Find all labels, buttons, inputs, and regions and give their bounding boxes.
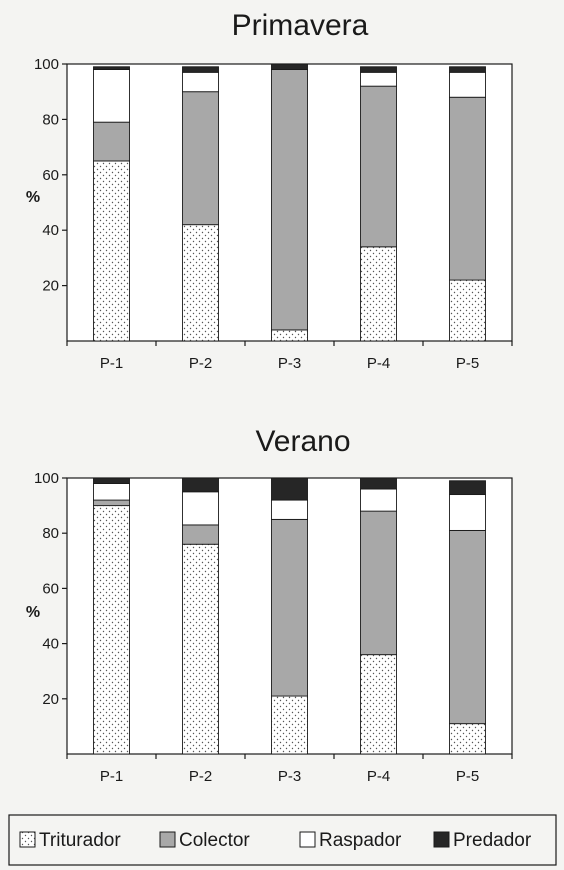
bar-segment-predador xyxy=(271,477,308,501)
plot-area: 20 40 60 80 100 P-1 P-2 P-3 P-4 P-5 xyxy=(34,56,513,372)
bar-segment-predador xyxy=(360,66,397,73)
legend-label-raspador: Raspador xyxy=(319,830,402,851)
y-axis-label: % xyxy=(26,604,40,621)
x-tick-label: P-1 xyxy=(100,355,123,372)
bar-segment-colector xyxy=(93,499,130,507)
legend-label-triturador: Triturador xyxy=(39,830,121,851)
bar-segment-predador xyxy=(360,477,397,490)
bar-segment-colector xyxy=(360,85,397,248)
y-tick-label: 100 xyxy=(34,470,59,487)
bar-segment-predador xyxy=(93,66,130,70)
bar-segment-raspador xyxy=(93,69,130,123)
legend-swatch-colector xyxy=(159,831,176,848)
bar-segment-raspador xyxy=(271,499,308,520)
bar-segment-predador xyxy=(449,66,486,73)
y-tick-label: 100 xyxy=(34,56,59,73)
y-tick-label: 80 xyxy=(42,525,59,542)
bar-segment-raspador xyxy=(360,488,397,512)
legend-box xyxy=(8,814,557,866)
bar-segment-predador xyxy=(93,477,130,484)
bar-segment-triturador xyxy=(182,543,219,755)
bar-segment-triturador xyxy=(93,160,130,342)
bar-segment-triturador xyxy=(360,246,397,342)
legend: Triturador Colector Raspador Predador xyxy=(8,814,557,866)
bar-segment-predador xyxy=(271,63,308,70)
x-tick-label: P-2 xyxy=(189,355,212,372)
y-tick-label: 60 xyxy=(42,580,59,597)
y-tick-label: 80 xyxy=(42,111,59,128)
bar-segment-colector xyxy=(182,91,219,226)
x-tick-label: P-5 xyxy=(456,355,479,372)
chart-title: Primavera xyxy=(232,9,369,42)
x-tick-label: P-3 xyxy=(278,768,301,785)
bar-segment-raspador xyxy=(182,71,219,93)
bar-segment-triturador xyxy=(360,654,397,755)
bar-segment-triturador xyxy=(93,505,130,755)
x-tick-label: P-1 xyxy=(100,768,123,785)
x-tick-label: P-2 xyxy=(189,768,212,785)
x-tick-label: P-3 xyxy=(278,355,301,372)
legend-label-colector: Colector xyxy=(179,830,250,851)
y-tick-label: 40 xyxy=(42,636,59,653)
legend-swatch-raspador xyxy=(299,831,316,848)
y-axis-label: % xyxy=(26,189,40,206)
bar-segment-raspador xyxy=(93,483,130,501)
chart-primavera: Primavera % 20 40 60 80 100 P-1 P-2 P-3 P-4 P-5 xyxy=(26,9,513,372)
legend-swatch-triturador xyxy=(19,831,36,848)
bar-segment-colector xyxy=(182,524,219,545)
bar-segment-triturador xyxy=(449,723,486,755)
bar-segment-colector xyxy=(271,518,308,697)
bar-segment-colector xyxy=(360,510,397,656)
plot-area: 20 40 60 80 100 P-1 P-2 P-3 P-4 P-5 xyxy=(34,470,513,785)
y-tick-label: 60 xyxy=(42,167,59,184)
bar-segment-raspador xyxy=(449,494,486,531)
bar-segment-predador xyxy=(182,477,219,493)
bar-segment-colector xyxy=(93,121,130,162)
bar-segment-predador xyxy=(449,480,486,496)
legend-swatch-predador xyxy=(433,831,450,848)
y-tick-label: 20 xyxy=(42,278,59,295)
x-tick-label: P-4 xyxy=(367,768,390,785)
bar-segment-colector xyxy=(271,69,308,331)
bar-segment-triturador xyxy=(449,279,486,342)
bar-segment-triturador xyxy=(271,329,308,342)
y-tick-label: 20 xyxy=(42,691,59,708)
bar-segment-colector xyxy=(449,96,486,281)
x-tick-label: P-5 xyxy=(456,768,479,785)
bar-segment-raspador xyxy=(182,491,219,526)
bar-segment-predador xyxy=(182,66,219,73)
chart-title: Verano xyxy=(255,425,350,458)
bar-segment-raspador xyxy=(360,71,397,87)
bar-segment-triturador xyxy=(271,695,308,755)
y-tick-label: 40 xyxy=(42,222,59,239)
legend-label-predador: Predador xyxy=(453,830,532,851)
chart-verano: Verano % 20 40 60 80 100 P-1 P-2 P-3 P-4 P-5 xyxy=(26,425,513,785)
bar-segment-triturador xyxy=(182,224,219,342)
x-tick-label: P-4 xyxy=(367,355,390,372)
bar-segment-raspador xyxy=(449,71,486,98)
bar-segment-colector xyxy=(449,529,486,725)
